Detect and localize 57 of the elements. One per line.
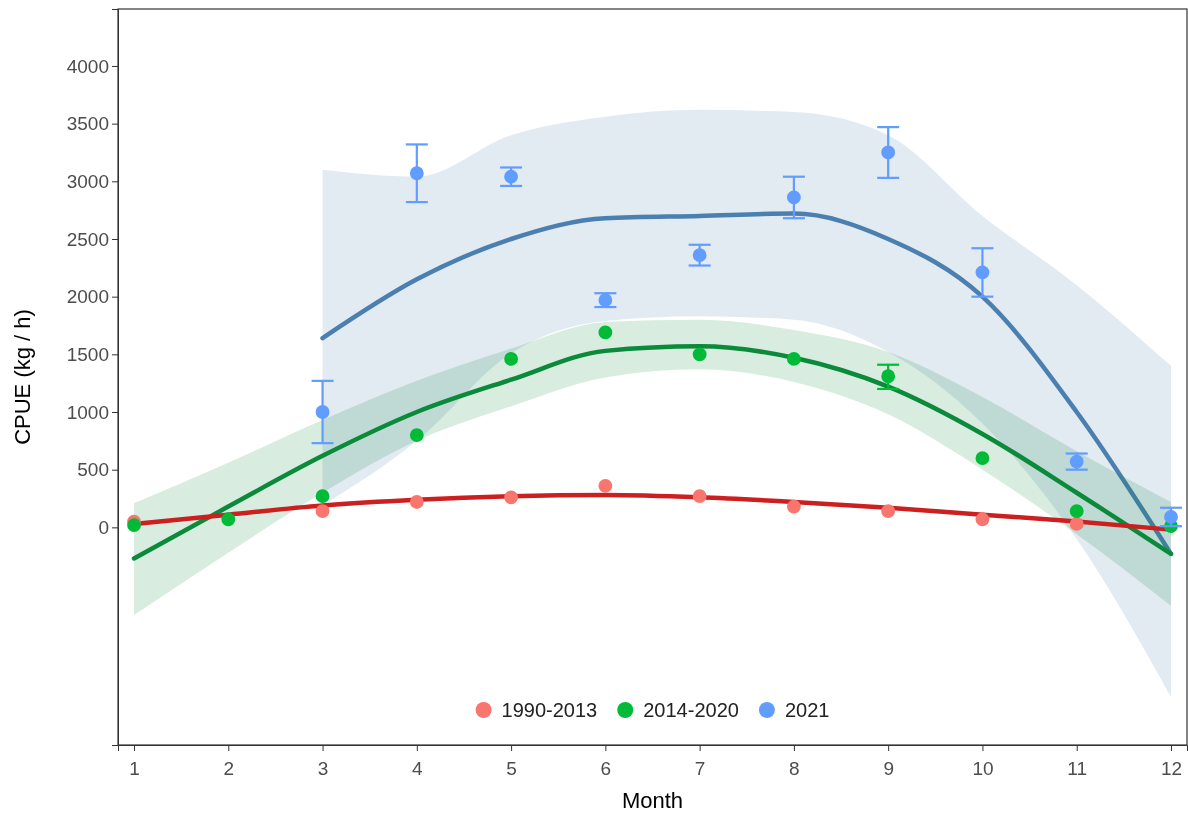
legend-label: 2021 [784,699,830,721]
x-tick-label: 2 [223,757,235,779]
y-tick-label: 1000 [66,401,109,423]
x-tick-label: 6 [600,757,612,779]
point [409,495,424,509]
point [975,512,990,527]
point [975,265,990,280]
x-axis-title: Month [621,788,684,813]
point [504,490,519,505]
point [881,145,896,160]
point [598,293,613,308]
x-tick-label: 8 [789,757,800,779]
point [315,489,330,504]
point [692,248,707,263]
point [786,190,801,205]
point [598,325,613,340]
y-tick-label: 0 [98,516,109,538]
y-tick-label: 2000 [66,286,109,308]
point [1069,504,1084,519]
legend-label: 2014-2020 [643,699,739,721]
line-series [131,344,1174,561]
y-tick-label: 3500 [66,113,109,135]
x-tick-label: 7 [694,757,706,779]
y-tick-label: 500 [77,459,109,481]
point [409,166,424,181]
point [975,451,990,466]
y-tick-label: 1500 [66,343,109,365]
point [409,428,424,442]
point [881,369,896,384]
point [1069,454,1084,469]
point [692,489,707,504]
point [221,512,236,527]
x-tick-label: 9 [883,757,894,779]
x-tick-label: 4 [412,757,424,779]
point [786,499,801,514]
y-axis-title: CPUE (kg / h) [10,309,35,445]
point [315,405,330,419]
point [1164,510,1178,524]
x-tick-label: 12 [1160,757,1183,779]
y-tick-label: 2500 [66,228,109,250]
point [315,504,330,519]
y-tick-label: 4000 [66,55,109,77]
x-tick-label: 3 [317,757,329,779]
legend-label: 1990-2013 [501,699,598,721]
point [504,169,519,184]
x-tick-label: 5 [506,757,517,779]
point [786,352,801,366]
point [1069,516,1084,531]
y-tick-label: 3000 [66,170,109,192]
x-tick-label: 1 [129,757,140,779]
point [598,478,613,493]
x-tick-label: 10 [972,757,994,779]
point [127,518,141,532]
point [881,504,896,519]
point [504,352,519,366]
x-tick-label: 11 [1067,757,1088,779]
point [692,347,707,362]
